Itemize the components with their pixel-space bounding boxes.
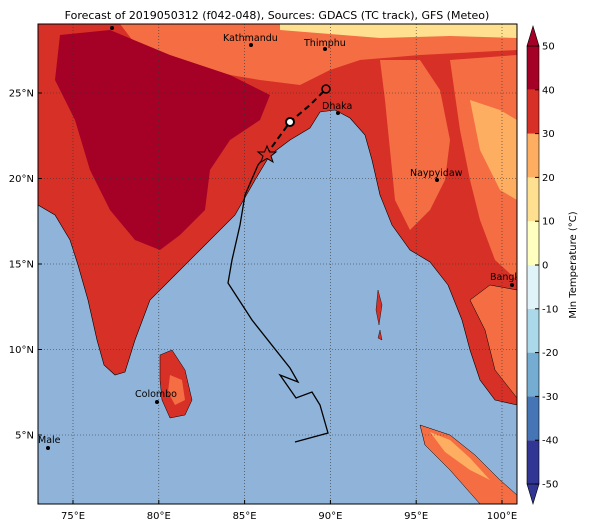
city-label: Male [38, 435, 61, 446]
forecast-track [265, 88, 327, 156]
colorbar-band [527, 396, 539, 441]
city-label: Colombo [135, 389, 177, 400]
colorbar-extend [526, 24, 540, 47]
sumatra-highland [430, 432, 490, 480]
lon-tick-label: 90°E [318, 511, 342, 522]
colorbar-band [527, 177, 539, 222]
andaman [375, 289, 383, 341]
city-label: Kathmandu [223, 33, 278, 44]
colorbar: -50 -40 -30 -20 -10 0 10 20 30 40 50 [526, 24, 558, 506]
lat-tick-label: 25°N [9, 89, 34, 100]
sri-lanka-highland [168, 375, 185, 405]
city-dot [435, 178, 439, 182]
colorbar-band [527, 308, 539, 353]
malay-peninsula [469, 284, 517, 399]
colorbar-tick-label: 0 [542, 261, 548, 272]
colorbar-band [527, 440, 539, 484]
observed-track [227, 154, 329, 443]
myanmar-west [380, 60, 450, 230]
warm-core [55, 30, 270, 250]
colorbar-tick-label: 30 [542, 129, 555, 140]
city-label: Naypyidaw [410, 168, 463, 179]
lon-tick-label: 80°E [147, 511, 171, 522]
ocean [38, 110, 517, 504]
colorbar-tick-label: -10 [542, 304, 558, 315]
colorbar-band [527, 133, 539, 178]
city-label: Dhaka [322, 101, 352, 112]
coastline [38, 109, 517, 406]
forecast-point [285, 117, 295, 127]
colorbar-band [527, 89, 539, 134]
colorbar-tick-label: 50 [542, 42, 555, 53]
colorbar-tick-label: 40 [542, 85, 555, 96]
city-dot [323, 47, 327, 51]
storm-position [256, 144, 278, 164]
city-dot [155, 400, 159, 404]
city-dot [249, 43, 253, 47]
colorbar-tick-label: 10 [542, 217, 555, 228]
colorbar-band [527, 221, 539, 265]
lat-tick-label: 15°N [9, 260, 34, 271]
city-dot [110, 26, 114, 30]
lon-tick-label: 85°E [233, 511, 257, 522]
city-dot [510, 283, 514, 287]
north-band [38, 24, 517, 85]
city-label: Bangko [490, 272, 526, 283]
city-dot [336, 111, 340, 115]
colorbar-label: Min Temperature (°C) [568, 211, 579, 318]
lat-tick-label: 20°N [9, 174, 34, 185]
shan [470, 100, 517, 200]
forecast-point [321, 84, 331, 94]
himalaya-high [280, 24, 517, 38]
city-label: Thimphu [303, 38, 346, 49]
colorbar-band [527, 265, 539, 309]
lon-tick-label: 100°E [487, 511, 517, 522]
colorbar-tick-label: -20 [542, 348, 558, 359]
city-dot [46, 446, 50, 450]
lon-tick-label: 75°E [61, 511, 85, 522]
colorbar-tick-label: -40 [542, 436, 558, 447]
lat-tick-label: 10°N [9, 345, 34, 356]
colorbar-band [527, 352, 539, 397]
map: Kathmandu Thimphu Dhaka Naypyidaw Bangko… [38, 24, 526, 504]
colorbar-band [527, 46, 539, 90]
title: Forecast of 2019050312 (f042-048), Sourc… [65, 9, 490, 22]
colorbar-extend [526, 483, 540, 506]
colorbar-tick-label: -30 [542, 392, 558, 403]
lat-tick-label: 5°N [15, 431, 34, 442]
colorbar-tick-label: -50 [542, 480, 558, 491]
colorbar-tick-label: 20 [542, 173, 555, 184]
lon-tick-label: 95°E [404, 511, 428, 522]
